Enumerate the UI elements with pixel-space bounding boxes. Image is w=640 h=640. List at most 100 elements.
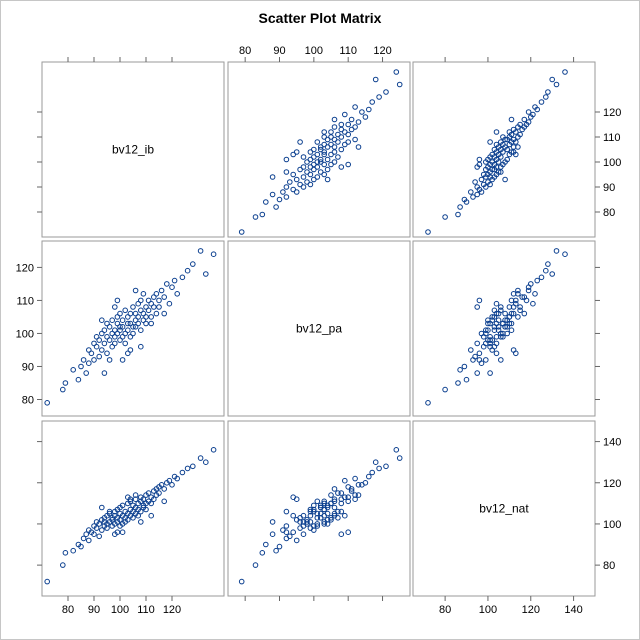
- data-point-r2-c0-17: [99, 527, 105, 533]
- data-point-r1-c2-88: [545, 261, 551, 267]
- data-point-r2-c0-5: [78, 543, 84, 550]
- data-point-r0-c2-89: [553, 81, 560, 88]
- data-point-r0-c1-59: [321, 141, 328, 148]
- data-point-r0-c2-87: [543, 94, 549, 100]
- data-point-r1-c2-10: [476, 350, 483, 357]
- data-point-r0-c1-87: [376, 94, 382, 100]
- data-point-r1-c2-46: [495, 327, 502, 334]
- data-point-r0-c2-100: [487, 174, 493, 180]
- data-point-r2-c0-91: [210, 447, 217, 453]
- data-point-r2-c1-62: [345, 494, 352, 501]
- data-point-r1-c2-96: [502, 317, 508, 324]
- data-point-r0-c1-94: [338, 164, 345, 170]
- data-point-r1-c2-98: [476, 357, 483, 363]
- data-point-r1-c2-90: [549, 271, 556, 277]
- data-point-r2-c1-86: [369, 469, 376, 476]
- data-point-r1-c0-76: [153, 291, 160, 297]
- data-point-r0-c2-82: [530, 111, 536, 118]
- data-point-r0-c1-20: [314, 174, 321, 180]
- data-point-r0-c2-8: [468, 189, 474, 195]
- y-tick-label-r2-100: 100: [603, 519, 621, 531]
- data-point-r2-c0-82: [166, 477, 173, 484]
- data-point-r1-c2-57: [493, 300, 500, 307]
- y-tick-label-r1-80: 80: [22, 394, 34, 406]
- data-point-r0-c2-68: [500, 134, 506, 140]
- data-point-r1-c2-61: [498, 307, 504, 314]
- data-point-r1-c0-96: [99, 317, 105, 324]
- data-point-r1-c0-97: [148, 320, 154, 327]
- data-point-r1-c0-101: [161, 310, 167, 317]
- data-point-r1-c2-91: [562, 251, 568, 257]
- cell-frame-r0-c1: [227, 61, 411, 238]
- x-tick-label-c2-80: 80: [439, 604, 451, 616]
- data-point-r2-c1-46: [314, 510, 321, 517]
- x-tick-label-c1-100: 100: [305, 45, 323, 57]
- data-point-r1-c2-85: [532, 291, 538, 297]
- data-point-r2-c1-96: [324, 504, 331, 511]
- x-tick-label-c0-100: 100: [111, 604, 129, 616]
- y-tick-label-r2-120: 120: [603, 478, 621, 490]
- data-point-r2-c1-80: [348, 486, 355, 492]
- data-point-r2-c1-101: [331, 498, 338, 505]
- data-point-r0-c1-24: [304, 169, 310, 175]
- data-point-r1-c0-92: [106, 357, 113, 363]
- data-point-r1-c0-95: [138, 343, 144, 350]
- data-point-r0-c1-2: [259, 211, 266, 218]
- data-point-r2-c1-92: [283, 508, 290, 515]
- data-point-r1-c2-53: [504, 330, 511, 337]
- y-tick-label-r0-110: 110: [603, 132, 621, 144]
- data-point-r1-c2-87: [543, 267, 549, 274]
- data-point-r2-c0-72: [148, 500, 154, 507]
- data-point-r0-c2-57: [493, 141, 500, 148]
- x-tick-label-c0-90: 90: [88, 604, 100, 616]
- data-point-r0-c1-19: [300, 174, 307, 180]
- data-point-r0-c1-51: [317, 146, 324, 153]
- data-point-r1-c0-89: [197, 248, 204, 254]
- data-point-r1-c0-31: [112, 340, 118, 347]
- data-point-r0-c1-5: [276, 196, 283, 203]
- data-point-r2-c1-84: [366, 473, 372, 480]
- data-point-r0-c2-5: [461, 196, 468, 203]
- data-point-r2-c0-7: [83, 531, 89, 538]
- data-point-r1-c0-52: [130, 304, 136, 310]
- data-point-r0-c1-53: [311, 146, 317, 153]
- data-point-r2-c1-73: [348, 488, 355, 494]
- data-point-r0-c2-50: [508, 149, 515, 155]
- data-point-r2-c1-52: [338, 508, 345, 515]
- data-point-r0-c1-102: [345, 161, 352, 168]
- cell-frame-r0-c0: [41, 61, 225, 238]
- data-point-r1-c0-43: [122, 307, 128, 314]
- data-point-r2-c0-8: [86, 537, 92, 544]
- data-point-r1-c2-74: [510, 304, 517, 310]
- y-tick-label-r1-120: 120: [16, 262, 34, 274]
- data-point-r0-c1-7: [269, 191, 276, 198]
- data-point-r2-c1-95: [297, 519, 303, 525]
- data-point-r2-c1-4: [263, 541, 269, 548]
- data-point-r2-c0-100: [101, 519, 108, 525]
- data-point-r1-c2-44: [487, 340, 493, 347]
- data-point-r0-c1-103: [290, 151, 297, 158]
- data-point-r2-c0-6: [80, 535, 87, 542]
- data-point-r0-c1-96: [324, 176, 331, 183]
- data-point-r1-c0-25: [106, 324, 113, 330]
- data-point-r2-c1-2: [259, 550, 266, 556]
- data-point-r2-c0-95: [138, 519, 144, 525]
- data-point-r0-c2-78: [517, 121, 523, 128]
- data-point-r0-c1-58: [328, 141, 334, 148]
- data-point-r2-c1-87: [376, 465, 382, 472]
- data-point-r2-c1-12: [283, 523, 290, 529]
- x-tick-label-c0-80: 80: [62, 604, 74, 616]
- data-point-r1-c0-88: [190, 261, 196, 267]
- cell-frame-r1-c0: [41, 240, 225, 417]
- data-point-r2-c1-88: [383, 463, 389, 470]
- data-point-r0-c1-86: [369, 99, 376, 105]
- data-point-r2-c1-61: [335, 508, 341, 515]
- data-point-r1-c0-40: [119, 317, 126, 324]
- data-point-r0-c2-96: [502, 176, 508, 183]
- data-point-r2-c1-79: [355, 482, 362, 488]
- data-point-r0-c1-0: [238, 229, 245, 235]
- data-point-r0-c1-100: [269, 174, 276, 180]
- data-point-r2-c0-68: [143, 506, 149, 513]
- data-point-r1-c2-79: [525, 287, 532, 294]
- data-point-r2-c0-96: [99, 504, 105, 511]
